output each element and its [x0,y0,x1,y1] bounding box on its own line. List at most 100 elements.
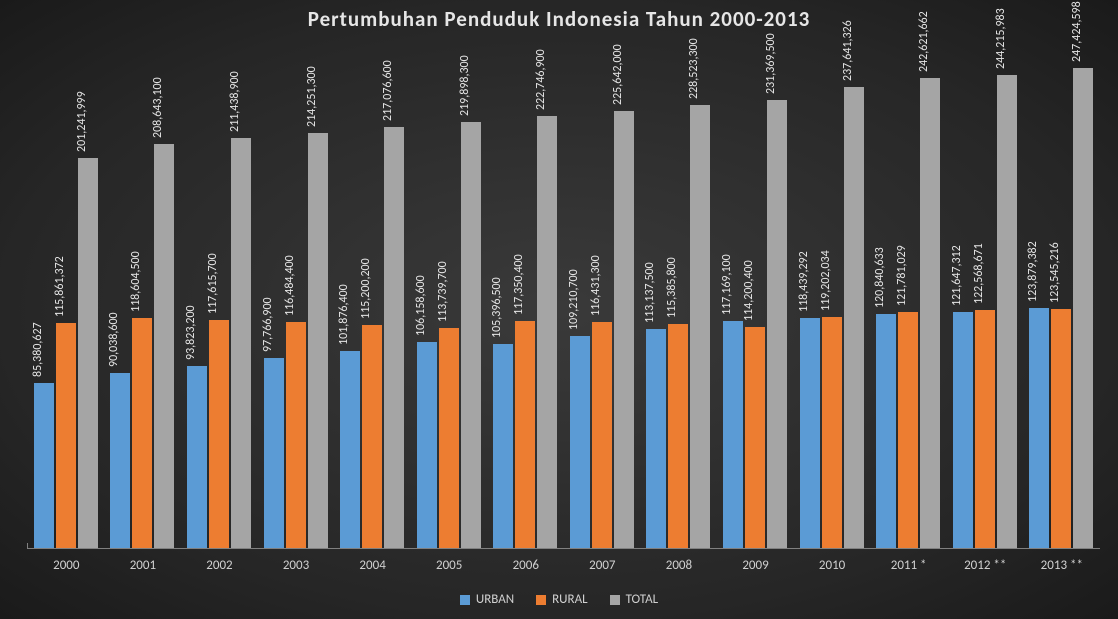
data-label: 225,642,000 [612,44,624,105]
bar-total: 237,641,326 [844,87,864,548]
bar-urban: 117,169,100 [723,321,743,548]
bar-total: 217,076,600 [384,127,404,548]
chart-container: Pertumbuhan Penduduk Indonesia Tahun 200… [0,0,1118,619]
plot-area: 85,380,627115,861,372201,241,99990,038,6… [28,44,1100,549]
data-label: 117,350,400 [513,254,525,315]
bar-urban: 106,158,600 [417,342,437,548]
bar-group: 106,158,600113,739,700219,898,300 [411,44,488,548]
data-label: 228,523,300 [688,38,700,99]
bar-total: 201,241,999 [78,158,98,548]
data-label: 118,439,292 [798,252,810,313]
data-label: 113,739,700 [437,261,449,322]
data-label: 105,396,500 [491,277,503,338]
x-axis-label: 2005 [411,558,488,573]
x-axis-label: 2003 [258,558,335,573]
legend-label: TOTAL [626,592,659,607]
legend-item: URBAN [460,592,514,607]
x-axis-label: 2009 [717,558,794,573]
bar-rural: 115,861,372 [56,323,76,548]
bar-total: 225,642,000 [614,111,634,548]
bar-urban: 109,210,700 [570,336,590,548]
bar-group: 105,396,500117,350,400222,746,900 [487,44,564,548]
data-label: 121,781,029 [896,245,908,306]
bar-group: 118,439,292119,202,034237,641,326 [794,44,871,548]
legend-label: RURAL [552,592,587,607]
data-label: 116,484,400 [284,255,296,316]
bar-rural: 121,781,029 [898,312,918,548]
chart-title: Pertumbuhan Penduduk Indonesia Tahun 200… [0,6,1118,32]
bar-urban: 123,879,382 [1029,308,1049,548]
bar-total: 211,438,900 [231,138,251,548]
x-axis-label: 2004 [334,558,411,573]
legend-swatch [610,595,620,605]
legend-item: RURAL [536,592,587,607]
bar-rural: 123,545,216 [1051,309,1071,548]
bar-group: 93,823,200117,615,700211,438,900 [181,44,258,548]
data-label: 237,641,326 [842,21,854,82]
data-label: 247,424,598 [1071,2,1083,63]
bar-urban: 97,766,900 [264,358,284,548]
bar-groups: 85,380,627115,861,372201,241,99990,038,6… [28,44,1100,548]
data-label: 113,137,500 [644,262,656,323]
bar-group: 117,169,100114,200,400231,369,500 [717,44,794,548]
bar-rural: 117,350,400 [515,321,535,548]
data-label: 123,545,216 [1049,242,1061,303]
legend-swatch [460,595,470,605]
data-label: 115,200,200 [360,258,372,319]
data-label: 244,215,983 [995,8,1007,69]
bar-rural: 116,431,300 [592,322,612,548]
bar-urban: 118,439,292 [800,318,820,548]
bar-group: 121,647,312122,568,671244,215,983 [947,44,1024,548]
x-axis-labels: 2000200120022003200420052006200720082009… [28,558,1100,573]
data-label: 123,879,382 [1027,241,1039,302]
bar-group: 90,038,600118,604,500208,643,100 [105,44,182,548]
bar-group: 120,840,633121,781,029242,621,662 [870,44,947,548]
x-axis-label: 2001 [105,558,182,573]
data-label: 109,210,700 [568,270,580,331]
bar-rural: 118,604,500 [132,318,152,548]
bar-total: 231,369,500 [767,100,787,549]
x-axis-label: 2012 ** [947,558,1024,573]
bar-total: 219,898,300 [461,122,481,548]
data-label: 231,369,500 [765,33,777,94]
data-label: 101,876,400 [338,284,350,345]
data-label: 118,604,500 [130,251,142,312]
data-label: 115,861,372 [54,257,66,318]
x-axis-label: 2008 [641,558,718,573]
bar-rural: 114,200,400 [745,327,765,548]
bar-rural: 115,200,200 [362,325,382,548]
data-label: 122,568,671 [973,244,985,305]
bar-total: 214,251,300 [308,133,328,548]
data-label: 119,202,034 [820,250,832,311]
bar-total: 222,746,900 [537,116,557,548]
bar-rural: 115,385,800 [668,324,688,548]
legend-swatch [536,595,546,605]
bar-total: 242,621,662 [920,78,940,548]
bar-urban: 93,823,200 [187,366,207,548]
x-axis-label: 2010 [794,558,871,573]
bar-urban: 121,647,312 [953,312,973,548]
legend: URBAN RURAL TOTAL [0,592,1118,607]
data-label: 97,766,900 [262,298,274,353]
data-label: 106,158,600 [415,275,427,336]
data-label: 93,823,200 [185,305,197,360]
legend-item: TOTAL [610,592,659,607]
data-label: 116,431,300 [590,256,602,317]
bar-urban: 101,876,400 [340,351,360,548]
bar-total: 247,424,598 [1073,68,1093,548]
data-label: 117,169,100 [721,254,733,315]
data-label: 115,385,800 [666,258,678,319]
x-axis-label: 2007 [564,558,641,573]
bar-urban: 113,137,500 [646,329,666,548]
data-label: 85,380,627 [32,322,44,377]
x-axis-label: 2013 ** [1024,558,1101,573]
bar-group: 109,210,700116,431,300225,642,000 [564,44,641,548]
bar-group: 101,876,400115,200,200217,076,600 [334,44,411,548]
data-label: 114,200,400 [743,260,755,321]
data-label: 211,438,900 [229,71,241,132]
data-label: 120,840,633 [874,247,886,308]
bar-group: 113,137,500115,385,800228,523,300 [641,44,718,548]
bar-urban: 105,396,500 [493,344,513,548]
bar-rural: 116,484,400 [286,322,306,548]
bar-rural: 113,739,700 [439,328,459,548]
